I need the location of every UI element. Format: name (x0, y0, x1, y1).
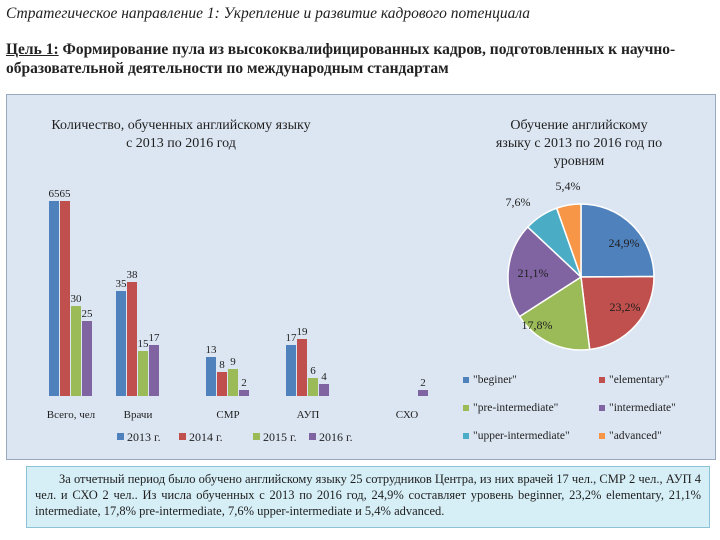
bar-2-2 (228, 369, 238, 396)
legend-label-3: 2016 г. (319, 430, 353, 444)
pie-slice-1 (580, 275, 655, 351)
pie-slice-label-5: 5,4% (556, 179, 581, 193)
charts-panel: Количество, обученных английскому языку с… (6, 94, 716, 460)
legend-label-1: 2014 г. (189, 430, 223, 444)
bar-value-label-4-3: 2 (420, 377, 426, 389)
legend-swatch-3 (309, 433, 316, 440)
bar-value-label-0-3: 25 (82, 308, 94, 320)
pie-slice-0 (580, 203, 655, 278)
pie-slice-label-0: 24,9% (609, 236, 640, 250)
bar-value-label-2-1: 8 (219, 359, 225, 371)
pie-legend-swatch-3 (599, 405, 605, 411)
pie-legend-label-2: "pre-intermediate" (473, 402, 558, 414)
bar-0-2 (71, 306, 81, 396)
pie-legend-label-1: "elementary" (609, 374, 669, 386)
summary-box: За отчетный период было обучено английск… (26, 466, 710, 528)
bar-value-label-3-3: 4 (321, 371, 327, 383)
legend-swatch-1 (179, 433, 186, 440)
bar-0-3 (82, 321, 92, 396)
legend-swatch-2 (253, 433, 260, 440)
charts-canvas: Количество, обученных английскому языку с… (47, 118, 676, 444)
bar-value-label-3-0: 17 (286, 332, 298, 344)
legend-label-2: 2015 г. (263, 430, 297, 444)
bar-value-label-0-1: 65 (60, 188, 72, 200)
bar-value-label-1-3: 17 (149, 332, 161, 344)
goal-text: Формирование пула из высококвалифицирова… (6, 41, 676, 77)
bar-1-1 (127, 282, 137, 396)
bar-0-1 (60, 201, 70, 396)
pie-chart-title-line-1: Обучение английскому (510, 118, 647, 133)
pie-slice-label-3: 21,1% (518, 266, 549, 280)
pie-legend-swatch-2 (463, 405, 469, 411)
pie-legend-swatch-0 (463, 377, 469, 383)
pie-chart-title-line-3: уровням (554, 154, 605, 169)
bar-value-label-2-0: 13 (206, 344, 218, 356)
pie-legend-swatch-1 (599, 377, 605, 383)
bar-3-3 (319, 384, 329, 396)
goal-statement: Цель 1: Формирование пула из высококвали… (6, 40, 714, 78)
bar-1-0 (116, 291, 126, 396)
bar-3-1 (297, 339, 307, 396)
bar-1-2 (138, 351, 148, 396)
pie-slice-3 (507, 225, 583, 318)
bar-3-0 (286, 345, 296, 396)
pie-legend-label-3: "intermediate" (609, 402, 676, 414)
bar-3-2 (308, 378, 318, 396)
pie-slice-label-1: 23,2% (610, 300, 641, 314)
bar-chart-title-line-1: Количество, обученных английскому языку (51, 118, 310, 133)
bar-value-label-1-0: 35 (116, 278, 128, 290)
bar-chart-title-line-2: с 2013 по 2016 год (126, 136, 236, 151)
bar-2-3 (239, 390, 249, 396)
bar-value-label-2-3: 2 (241, 377, 247, 389)
legend-label-0: 2013 г. (127, 430, 161, 444)
bar-value-label-0-2: 30 (71, 293, 83, 305)
bar-value-label-1-1: 38 (127, 269, 139, 281)
bar-0-0 (49, 201, 59, 396)
bar-value-label-3-1: 19 (297, 326, 309, 338)
pie-slice-5 (555, 203, 582, 278)
bar-value-label-1-2: 15 (138, 338, 150, 350)
bar-value-label-2-2: 9 (230, 356, 236, 368)
bar-2-1 (217, 372, 227, 396)
pie-legend-label-4: "upper-intermediate" (473, 430, 570, 442)
goal-label: Цель 1: (6, 41, 59, 58)
x-category-label-3: АУП (297, 409, 320, 421)
pie-legend-label-5: "advanced" (609, 430, 662, 442)
pie-slice-2 (518, 275, 591, 351)
pie-legend-swatch-5 (599, 433, 605, 439)
bar-value-label-3-2: 6 (310, 365, 316, 377)
pie-slice-label-4: 7,6% (506, 195, 531, 209)
legend-swatch-0 (117, 433, 124, 440)
page-heading: Стратегическое направление 1: Укрепление… (6, 5, 531, 22)
pie-legend-label-0: "beginer" (473, 374, 517, 386)
x-category-label-1: Врачи (124, 409, 153, 421)
bar-1-3 (149, 345, 159, 396)
x-category-label-2: СМР (216, 409, 239, 421)
x-category-label-0: Всего, чел (47, 409, 96, 421)
pie-slice-label-2: 17,8% (522, 318, 553, 332)
bar-value-label-0-0: 65 (49, 188, 61, 200)
bar-4-3 (418, 390, 428, 396)
x-category-label-4: СХО (396, 409, 418, 421)
pie-chart-title-line-2: языку с 2013 по 2016 год по (496, 136, 662, 151)
pie-legend-swatch-4 (463, 433, 469, 439)
bar-2-0 (206, 357, 216, 396)
